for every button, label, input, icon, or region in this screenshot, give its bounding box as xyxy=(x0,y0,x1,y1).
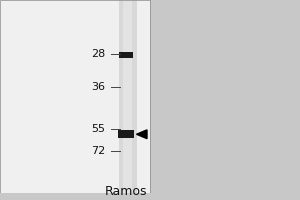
Text: Ramos: Ramos xyxy=(105,185,147,198)
Text: 72: 72 xyxy=(91,146,105,156)
Bar xyxy=(118,130,134,138)
Text: 28: 28 xyxy=(91,49,105,59)
Bar xyxy=(0,0,150,193)
Bar xyxy=(150,0,300,193)
Text: 55: 55 xyxy=(91,124,105,134)
Text: 36: 36 xyxy=(91,82,105,92)
Bar xyxy=(118,0,136,193)
Bar xyxy=(123,0,132,193)
Bar xyxy=(0,0,150,193)
Bar xyxy=(119,52,133,58)
Polygon shape xyxy=(136,130,147,139)
